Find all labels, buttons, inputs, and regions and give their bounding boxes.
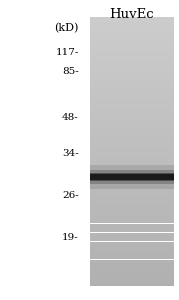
Text: 48-: 48- (62, 112, 79, 122)
Text: HuvEc: HuvEc (109, 8, 154, 20)
Text: 34-: 34- (62, 148, 79, 158)
Text: 19-: 19- (62, 232, 79, 242)
Text: (kD): (kD) (54, 23, 79, 34)
Text: 85-: 85- (62, 68, 79, 76)
Bar (90, 174, 174, 180)
Text: 117-: 117- (55, 48, 79, 57)
Text: 26-: 26- (62, 190, 79, 200)
